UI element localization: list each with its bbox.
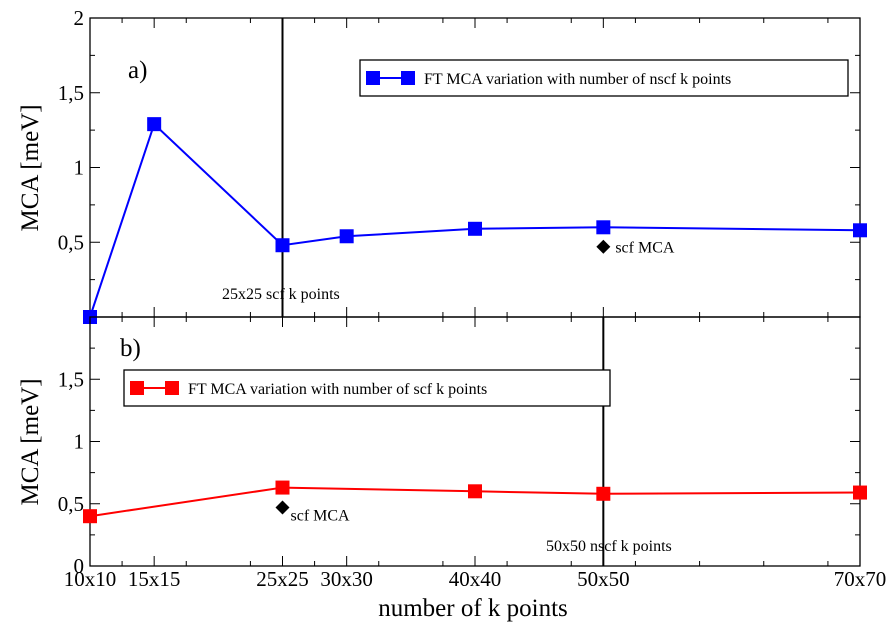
data-point <box>275 480 290 495</box>
series-line <box>89 122 861 318</box>
panel-label: a) <box>128 57 147 84</box>
x-axis-label: number of k points <box>378 595 568 622</box>
x-tick-label: 10x10 <box>64 567 117 591</box>
data-point <box>83 509 97 524</box>
y-axis-label: MCA [meV] <box>17 104 44 231</box>
data-point <box>853 485 867 500</box>
x-tick-label: 70x70 <box>834 567 887 591</box>
x-tick-label: 25x25 <box>256 567 309 591</box>
x-axis: number of k points 10x10 15x15 25x25 30x30 4… <box>64 567 887 622</box>
x-tick-label: 40x40 <box>449 567 502 591</box>
y-axis-label: MCA [meV] <box>17 378 44 505</box>
y-tick-label: 0 <box>74 554 85 578</box>
legend-marker <box>366 71 380 85</box>
scf-mca-marker <box>275 500 290 515</box>
plot-frame <box>89 316 861 567</box>
scf-mca-label: scf MCA <box>291 507 351 524</box>
y-tick-label: 0,5 <box>58 230 84 254</box>
vline-label: 50x50 nscf k points <box>546 538 672 555</box>
data-point <box>468 484 482 499</box>
data-point <box>596 486 611 501</box>
legend-label: FT MCA variation with number of scf k po… <box>188 381 487 398</box>
data-point <box>147 117 162 132</box>
x-tick-label: 30x30 <box>320 567 373 591</box>
x-tick-label: 50x50 <box>577 567 630 591</box>
data-point <box>468 221 482 236</box>
legend-marker <box>401 71 415 85</box>
scf-mca-label: scf MCA <box>615 240 675 257</box>
y-tick-label: 1,5 <box>58 367 84 391</box>
data-point <box>275 238 290 253</box>
legend-label: FT MCA variation with number of nscf k p… <box>424 71 731 88</box>
legend-marker <box>130 381 144 395</box>
legend-marker <box>165 381 179 395</box>
data-point <box>596 220 611 235</box>
data-point <box>853 223 867 238</box>
y-tick-label: 0,5 <box>58 492 84 516</box>
vline-label: 25x25 scf k points <box>222 286 340 303</box>
y-tick-label: 2 <box>74 6 85 30</box>
data-point <box>339 229 354 244</box>
y-tick-label: 1 <box>74 156 85 180</box>
legend-box <box>359 59 849 97</box>
legend-box <box>123 369 611 407</box>
panel-a: 2 1,5 1 0,5 MCA [meV] a) 25x25 scf k points FT … <box>17 6 867 324</box>
panel-label: b) <box>120 335 141 362</box>
x-tick-label: 15x15 <box>128 567 181 591</box>
y-tick-label: 1,5 <box>58 81 84 105</box>
y-tick-label: 1 <box>74 430 85 454</box>
scf-mca-marker <box>596 239 611 254</box>
panel-b: 1,5 1 0,5 0 MCA [meV] b) 50x50 nscf k points FT… <box>17 316 867 578</box>
